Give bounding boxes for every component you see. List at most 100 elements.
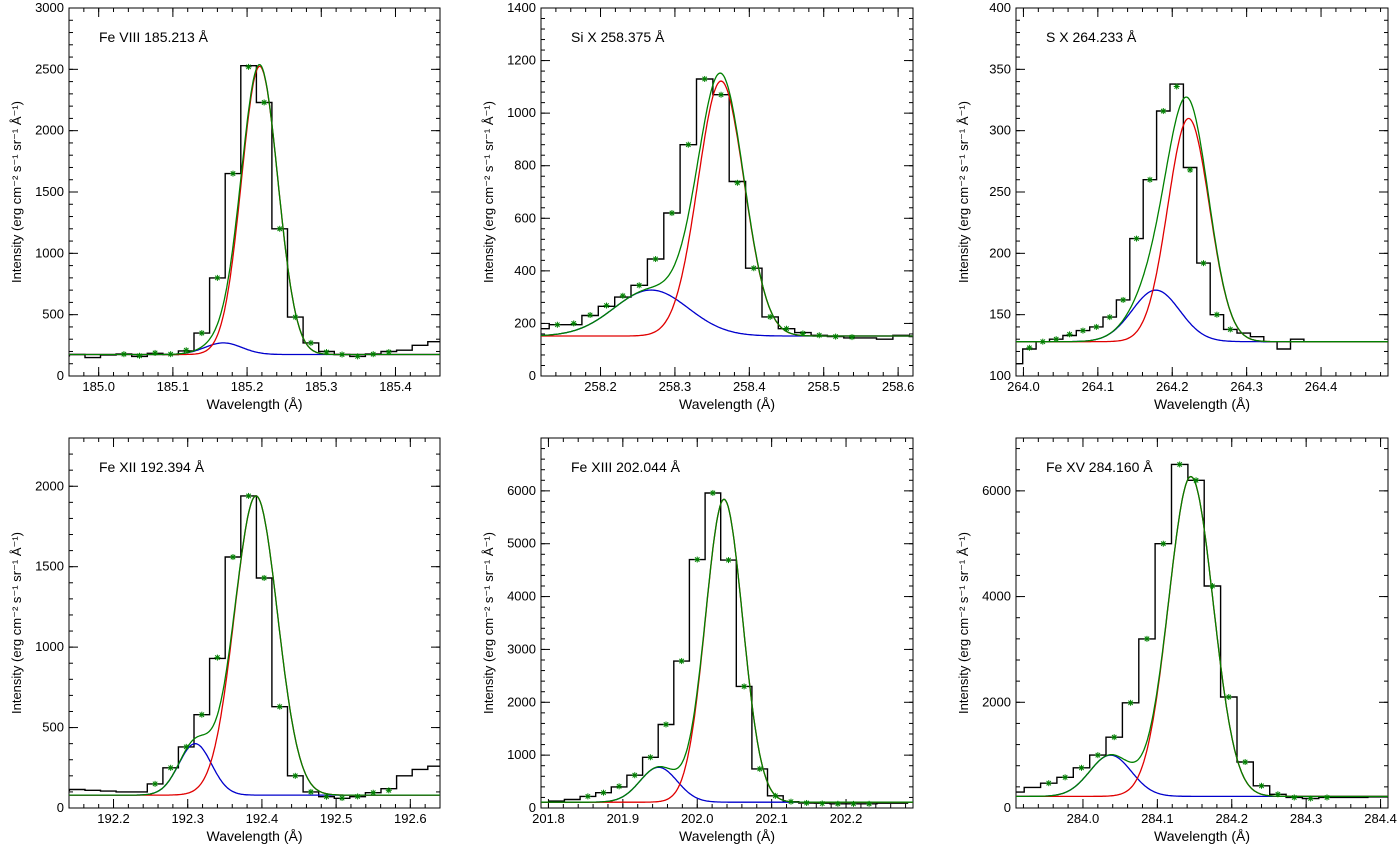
fit-point-stroke [1067,331,1073,337]
fit-point-stroke [1160,108,1166,114]
fit-data-point [1173,83,1180,90]
fit-data-point [1111,734,1118,741]
fit-point-stroke [152,350,158,356]
fit-data-point [229,170,236,177]
fit-data-point [152,780,159,787]
fit-data-point [276,703,283,710]
fit-data-point [385,349,392,356]
fit-data-point [1143,635,1150,642]
fit-data-point [1227,326,1234,333]
fit-point-stroke [571,320,577,326]
fit-point-stroke [1291,794,1297,800]
fit-data-point [1209,583,1216,589]
fit-point-stroke [1128,700,1134,706]
fit-data-point [832,333,839,340]
x-tick-label: 264.1 [1082,379,1115,394]
x-tick-label: 192.3 [171,811,204,826]
fit-data-point [323,349,330,356]
fit-data-point [554,321,561,328]
fit-point-stroke [694,557,700,563]
y-tick-label: 1500 [35,559,64,574]
x-tick-label: 202.1 [755,811,788,826]
y-tick-label: 500 [42,720,64,735]
fit-data-point [307,339,314,346]
fit-data-point [772,792,779,799]
fit-point-stroke [1053,336,1059,342]
y-tick-label: 100 [989,368,1011,383]
fit-data-point [718,91,725,98]
fit-point-stroke [800,330,806,336]
fit-point-stroke [277,704,283,710]
fit-point-stroke [757,766,763,772]
y-tick-label: 2000 [35,478,64,493]
fit-data-point [136,352,143,359]
fit-point-stroke [214,655,220,661]
x-tick-label: 185.1 [157,379,190,394]
fit-point-stroke [833,334,839,340]
fit-point-stroke [819,800,825,807]
plot-area [69,63,440,360]
fit-point-stroke [1160,541,1166,547]
fit-point-stroke [1214,312,1220,318]
x-tick-label: 202.0 [681,811,714,826]
fit-point-stroke [1308,795,1314,802]
fit-data-point [1053,336,1060,343]
y-tick-label: 2000 [35,123,64,138]
fit-data-point [1242,759,1249,766]
fit-data-point [1120,296,1127,303]
fit-point-stroke [246,493,252,499]
x-tick-label: 258.5 [807,379,840,394]
fit-data-point [261,99,268,106]
chart-panel-3: 264.0 264.1 264.2 264.3 264.4 100 150 200 250 300… [956,0,1389,412]
fit-data-point [1307,795,1314,802]
x-tick-label: 264.4 [1305,379,1338,394]
fit-point-stroke [685,142,691,148]
fit-data-point [339,351,346,358]
fit-point-stroke [136,353,143,359]
fit-point-stroke [585,793,591,799]
fit-data-point [803,799,810,806]
fit-point-stroke [669,210,675,216]
fit-point-stroke [230,171,236,177]
panel-title: Fe XIII 202.044 Å [571,459,681,475]
fit-data-point [198,330,205,337]
fit-point-stroke [370,790,376,796]
fit-data-point [603,302,610,309]
fit-point-stroke [1227,326,1233,332]
fit-data-point [678,658,685,665]
fit-data-point [694,556,701,563]
x-axis-label: Wavelength (Å) [207,828,303,844]
fit-data-point [120,351,127,358]
fit-data-point [261,574,268,581]
fit-point-stroke [261,99,267,106]
y-tick-label: 0 [529,800,536,815]
fit-data-point [354,793,361,800]
y-tick-label: 6000 [507,483,536,498]
panel-title: Si X 258.375 Å [571,29,665,45]
fit-point-stroke [386,349,392,355]
x-tick-label: 258.3 [659,379,692,394]
chart-panel-5: 201.8 201.9 202.0 202.1 202.2 0 1000 2000 3000 40… [481,437,914,844]
panel-title: Fe XV 284.160 Å [1046,459,1153,475]
y-tick-label: 3000 [35,0,64,15]
x-tick-label: 192.4 [246,811,279,826]
fit-data-point [370,351,377,358]
x-tick-label: 284.3 [1290,811,1323,826]
fit-data-point [631,772,638,779]
fit-point-stroke [355,353,361,359]
fit-data-point [767,313,774,320]
y-tick-label: 1000 [507,747,536,762]
fit-point-stroke [1209,583,1215,589]
plot-area [541,489,913,807]
x-tick-label: 258.6 [882,379,915,394]
fit-data-point [662,721,669,728]
total-fit-curve [541,498,913,803]
x-tick-label: 185.2 [231,379,264,394]
fit-data-point [1176,461,1183,468]
chart-panel-2: 258.2 258.3 258.4 258.5 258.6 0 200 400 600 800 10… [481,0,915,412]
fit-data-point [1291,794,1298,801]
fit-point-stroke [1107,314,1113,320]
fit-data-point [214,654,221,661]
fit-data-point [787,798,794,805]
